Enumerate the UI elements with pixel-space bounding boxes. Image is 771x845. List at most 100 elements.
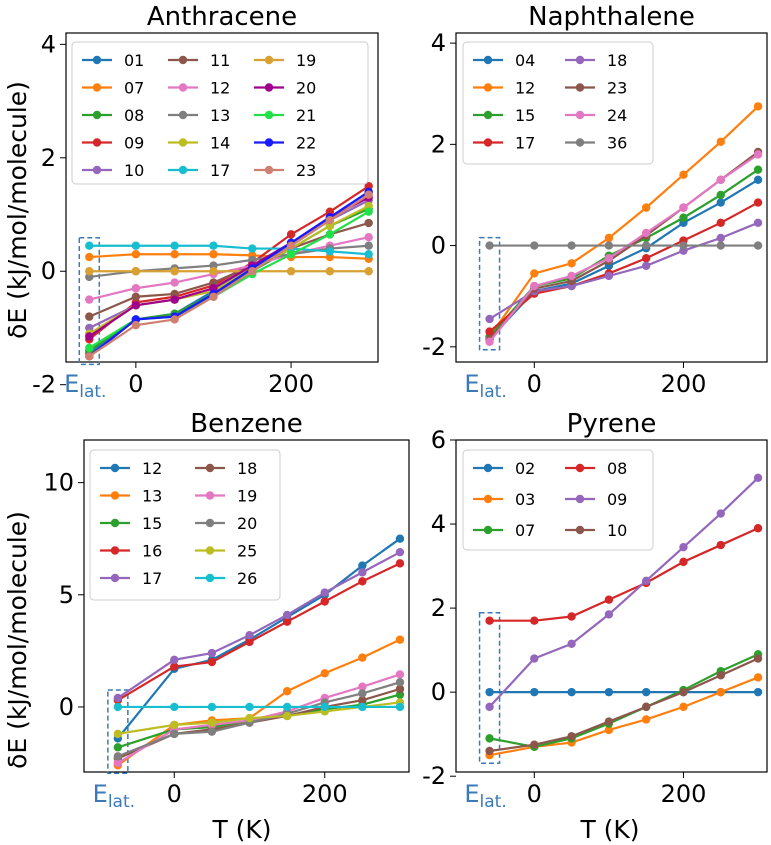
data-point-18 xyxy=(395,684,405,694)
data-point-03 xyxy=(716,687,725,697)
data-point-12 xyxy=(753,102,763,111)
y-tick-label: 4 xyxy=(431,510,446,538)
y-tick-label: 0 xyxy=(41,257,56,285)
y-tick-label: 5 xyxy=(59,581,74,609)
data-point-15 xyxy=(753,165,763,174)
chart-panel-anthracene: Anthracene -2 0 2 4 0 200 Elat. 01 07 08 09 10 11 12 13… xyxy=(32,2,379,402)
x-tick-label: 0 xyxy=(128,370,143,398)
legend-label: 09 xyxy=(607,490,627,509)
legend-label: 18 xyxy=(237,459,257,478)
data-point-36 xyxy=(604,241,614,250)
series-line-23 xyxy=(88,193,370,358)
series-line-07 xyxy=(89,253,369,260)
data-point-19 xyxy=(358,682,367,691)
data-point-23 xyxy=(170,315,179,324)
legend-swatch-marker xyxy=(264,110,274,120)
data-point-20 xyxy=(170,729,179,739)
data-point-23 xyxy=(325,215,335,225)
data-point-17 xyxy=(245,630,254,640)
data-point-11 xyxy=(85,312,94,321)
data-point-19 xyxy=(364,267,373,276)
data-point-23 xyxy=(209,292,218,301)
legend-label: 17 xyxy=(142,569,162,588)
data-point-16 xyxy=(395,559,405,568)
data-point-26 xyxy=(113,702,123,712)
data-point-10 xyxy=(567,732,576,741)
legend-swatch-marker xyxy=(575,83,585,92)
data-point-17 xyxy=(364,250,373,259)
legend-frame xyxy=(462,41,654,165)
legend-swatch-marker xyxy=(110,546,120,555)
data-point-08 xyxy=(485,616,494,625)
y-tick-label: -2 xyxy=(422,762,446,790)
data-point-36 xyxy=(641,241,651,250)
legend-swatch-marker xyxy=(110,491,120,500)
data-point-16 xyxy=(358,577,367,586)
data-point-09 xyxy=(716,509,725,518)
elat-tick-label: Elat. xyxy=(464,780,506,812)
data-point-09 xyxy=(567,639,576,649)
data-point-18 xyxy=(604,271,614,281)
data-point-15 xyxy=(113,743,123,752)
data-point-19 xyxy=(131,267,141,276)
legend-label: 02 xyxy=(515,459,535,478)
legend: 01 07 08 09 10 11 12 13 14 17 19 20 21 22 23 xyxy=(71,41,369,185)
chart-title: Anthracene xyxy=(147,2,297,32)
legend-swatch-marker xyxy=(178,55,188,65)
data-point-02 xyxy=(567,687,576,697)
legend-swatch-marker xyxy=(110,573,120,583)
legend-label: 04 xyxy=(515,51,535,70)
data-point-19 xyxy=(113,758,123,768)
y-tick-label: 4 xyxy=(41,30,56,58)
legend-label: 09 xyxy=(124,134,144,153)
data-point-13 xyxy=(320,669,329,678)
legend-label: 08 xyxy=(124,106,144,125)
data-point-16 xyxy=(170,662,179,671)
data-point-17 xyxy=(320,588,329,597)
data-point-16 xyxy=(207,657,217,667)
data-point-09 xyxy=(530,654,539,663)
legend-label: 20 xyxy=(296,79,316,98)
x-axis-label-right: T (K) xyxy=(579,815,639,844)
data-point-25 xyxy=(170,720,179,730)
legend-label: 16 xyxy=(142,542,162,561)
data-point-12 xyxy=(131,284,141,293)
legend-frame xyxy=(89,449,281,601)
data-point-25 xyxy=(282,711,292,721)
legend-swatch-marker xyxy=(205,463,215,473)
data-point-26 xyxy=(320,702,329,712)
elat-tick-label: Elat. xyxy=(93,780,135,812)
data-point-07 xyxy=(209,250,218,259)
data-point-24 xyxy=(716,175,725,184)
data-point-17 xyxy=(207,648,217,658)
legend-label: 19 xyxy=(237,487,257,506)
data-point-24 xyxy=(567,271,576,281)
y-tick-label: 2 xyxy=(41,144,56,172)
data-point-08 xyxy=(530,616,539,625)
chart-title: Pyrene xyxy=(567,409,657,439)
data-point-18 xyxy=(485,314,494,324)
data-point-18 xyxy=(716,233,725,243)
data-point-17 xyxy=(85,241,94,250)
data-point-20 xyxy=(85,332,94,341)
data-point-10 xyxy=(679,687,688,697)
legend-label: 17 xyxy=(210,161,230,180)
legend-swatch-marker xyxy=(575,494,585,504)
y-tick-label: 2 xyxy=(431,594,446,622)
data-point-36 xyxy=(485,241,494,250)
series-line-10 xyxy=(489,657,759,753)
data-point-24 xyxy=(530,281,539,291)
data-point-09 xyxy=(485,702,494,712)
elat-highlight-box xyxy=(78,236,101,366)
data-point-17 xyxy=(641,254,651,263)
series-line-16 xyxy=(117,562,401,702)
legend-frame xyxy=(462,449,654,551)
legend-label: 12 xyxy=(515,79,535,98)
y-axis-label-top: δE (kJ/mol/molecule) xyxy=(3,81,32,339)
legend-label: 22 xyxy=(296,134,316,153)
elat-highlight-box xyxy=(107,689,129,775)
data-point-17 xyxy=(282,610,292,620)
series-line-20 xyxy=(117,681,401,758)
data-point-19 xyxy=(209,267,218,276)
